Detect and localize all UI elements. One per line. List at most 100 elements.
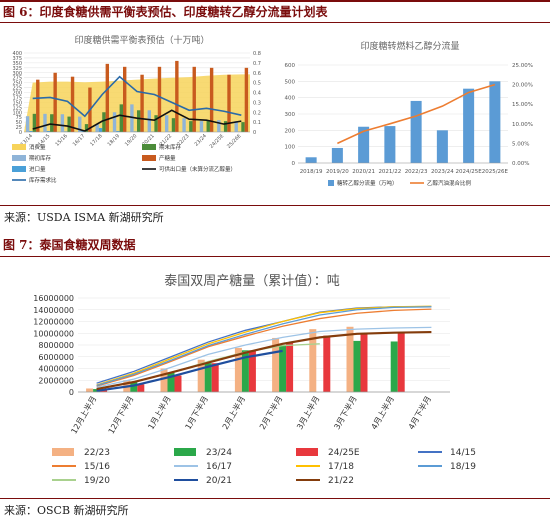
y-tick-label: 50	[16, 120, 22, 126]
bar-x	[53, 72, 57, 132]
fig7-source: 来源：OSCB 新湖研究所	[4, 504, 129, 517]
bar-x	[67, 116, 71, 132]
fig7-bottom-rule	[0, 498, 550, 499]
bar-x	[25, 116, 30, 132]
bar-x	[154, 115, 158, 132]
india-balance-title: 印度糖供需平衡表预估（十万吨）	[74, 34, 209, 46]
y2-tick-label: 10.00%	[512, 122, 533, 128]
bar-x	[157, 66, 162, 132]
bar-24-25e	[323, 335, 331, 392]
bar-x	[95, 124, 99, 132]
x-tick-label: 2021/22	[378, 169, 401, 175]
legend-label: 进口量	[29, 165, 46, 173]
y-tick-label: 200	[285, 128, 296, 134]
x-tick-label: 2019/20	[326, 169, 349, 175]
bar-x	[241, 122, 245, 132]
bar-x	[36, 79, 40, 132]
x-tick-label: 2023/24	[431, 169, 454, 175]
bar-23-24	[241, 350, 249, 392]
bar-x	[29, 131, 33, 132]
thailand-production-legend: 22/23 23/24 24/25E 14/15 15/16 16/17 17/18 18/1…	[52, 448, 476, 486]
bar-x	[46, 131, 51, 132]
y-tick-label: 25	[16, 125, 22, 131]
y2-tick-label: 25.00%	[512, 63, 533, 69]
x-tick-label: 3月下半月	[332, 394, 359, 431]
legend-label: 21/22	[328, 476, 354, 486]
x-tick-label: 2025/26E	[482, 169, 509, 175]
y-tick-label: 275	[12, 76, 22, 82]
bar-x	[192, 66, 196, 132]
bar-23-24	[279, 345, 287, 392]
y-tick-label: 500	[285, 79, 296, 85]
legend-label: 15/16	[84, 462, 110, 472]
legend-label: 23/24	[206, 448, 232, 458]
y-tick-label: 10000000	[33, 329, 74, 338]
bar-x	[227, 74, 231, 132]
x-tick-label: 12月下半月	[106, 394, 136, 436]
legend-label: 产糖量	[159, 154, 176, 162]
bar-24-25e	[100, 390, 108, 392]
bar-ethanol-diversion	[358, 126, 370, 163]
y-tick-label: 100	[12, 110, 22, 116]
x-tick-label: 1月下半月	[183, 394, 210, 431]
legend-swatch	[142, 144, 156, 150]
x-tick-label: 2020/21	[352, 169, 375, 175]
y-tick-label: 2000000	[38, 376, 74, 385]
bar-x	[217, 120, 221, 132]
y-tick-label: 600	[285, 63, 296, 69]
bar-23-24	[130, 382, 138, 392]
y2-tick-label: 5.00%	[512, 141, 529, 147]
fig6-title-text: 图 6：印度食糖供需平衡表预估、印度糖转乙醇分流量计划表	[3, 5, 328, 19]
legend-label: 14/15	[450, 448, 476, 458]
y-tick-label: 150	[12, 100, 22, 106]
bar-23-24	[204, 363, 212, 392]
y-tick-label: 0	[19, 130, 22, 136]
bar-23-24	[390, 341, 398, 392]
legend-swatch	[12, 155, 26, 161]
legend-label: 20/21	[206, 476, 232, 486]
legend-label: 消费量	[29, 143, 46, 151]
bar-x	[119, 104, 124, 132]
bar-x	[78, 116, 82, 132]
fig6-top-rule	[0, 0, 550, 2]
legend-label: 17/18	[328, 462, 354, 472]
y-tick-label: 300	[285, 112, 296, 118]
line-season-15-16	[96, 308, 432, 387]
x-tick-label: 18/19	[107, 133, 121, 147]
bar-x	[70, 76, 75, 132]
fig7-title-text: 图 7：泰国食糖双周数据	[3, 238, 136, 252]
bar-23-24	[353, 340, 361, 392]
legend-label: 22/23	[84, 448, 110, 458]
legend-swatch	[328, 180, 334, 186]
bar-22-23	[309, 329, 317, 392]
legend-label: 库存需求比	[29, 176, 57, 184]
bar-24-25e	[137, 384, 145, 392]
bar-22-23	[346, 326, 354, 392]
bar-22-23	[272, 337, 280, 392]
bar-x	[244, 67, 249, 132]
bar-x	[84, 124, 89, 132]
bar-x	[43, 113, 47, 132]
bar-x	[189, 121, 193, 132]
legend-swatch	[12, 144, 26, 150]
bar-22-23	[234, 347, 242, 392]
bar-x	[182, 118, 186, 132]
y-tick-label: 350	[12, 61, 22, 67]
y-tick-label: 16000000	[33, 294, 74, 303]
line-season-20-21	[96, 349, 283, 392]
bar-ethanol-diversion	[436, 130, 448, 163]
bar-x	[223, 121, 228, 132]
fig6-source: 来源：USDA ISMA 新湖研究所	[4, 211, 164, 224]
y-tick-label: 100	[285, 145, 296, 151]
y-tick-label: 0	[69, 388, 74, 397]
y-tick-label: 12000000	[33, 318, 74, 327]
y-tick-label: 8000000	[38, 341, 74, 350]
x-tick-label: 2月下半月	[257, 394, 284, 431]
y-tick-label: 200	[12, 91, 22, 97]
bar-x	[175, 60, 179, 132]
y2-tick-label: 0.4	[253, 91, 261, 97]
legend-label: 19/20	[84, 476, 110, 486]
bar-ethanol-diversion	[331, 147, 343, 163]
bar-x	[116, 131, 120, 132]
